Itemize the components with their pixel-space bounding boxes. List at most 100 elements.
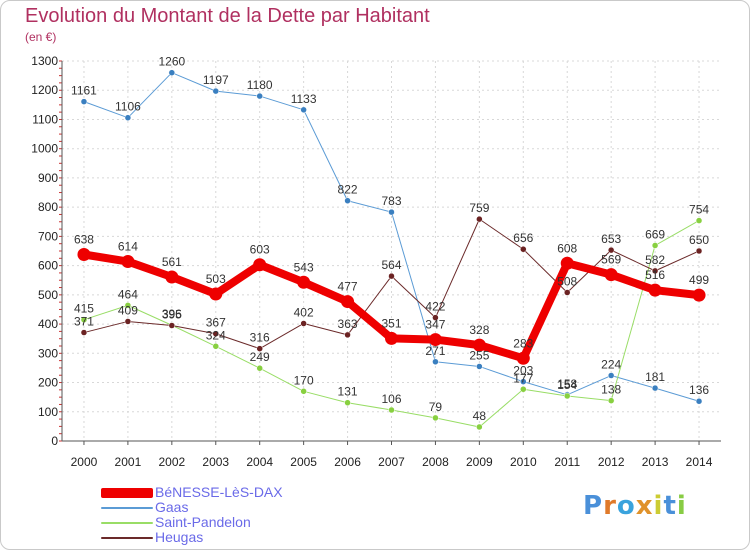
legend-label: Saint-Pandelon bbox=[155, 514, 251, 530]
data-point bbox=[607, 397, 615, 404]
logo-letter: P bbox=[583, 491, 604, 521]
x-tick-label: 2002 bbox=[158, 455, 185, 469]
legend-swatch bbox=[101, 488, 153, 498]
data-point bbox=[563, 392, 571, 400]
data-point bbox=[256, 92, 263, 100]
data-point bbox=[388, 208, 395, 216]
x-tick-label: 2014 bbox=[686, 455, 713, 469]
data-point bbox=[432, 314, 439, 321]
data-point bbox=[300, 320, 307, 327]
x-tick-label: 2001 bbox=[115, 455, 142, 469]
data-label: 503 bbox=[206, 272, 226, 286]
data-label: 396 bbox=[162, 307, 182, 321]
data-label: 603 bbox=[250, 243, 270, 257]
data-label: 477 bbox=[338, 280, 358, 294]
y-tick-label: 100 bbox=[38, 405, 58, 419]
data-point bbox=[168, 69, 176, 76]
y-tick-label: 400 bbox=[38, 317, 58, 331]
data-point bbox=[80, 98, 88, 105]
data-point bbox=[385, 331, 398, 345]
data-point bbox=[695, 397, 703, 405]
data-point bbox=[341, 295, 355, 309]
data-label: 158 bbox=[557, 377, 577, 391]
data-label: 561 bbox=[162, 255, 182, 269]
data-label: 351 bbox=[381, 316, 401, 330]
data-label: 203 bbox=[513, 364, 533, 378]
data-label: 1180 bbox=[247, 78, 273, 92]
data-point bbox=[253, 258, 267, 272]
data-point bbox=[604, 268, 618, 282]
data-point bbox=[80, 329, 88, 336]
data-label: 464 bbox=[118, 287, 138, 301]
data-point bbox=[300, 106, 307, 114]
data-label: 79 bbox=[429, 400, 443, 414]
data-point bbox=[388, 406, 395, 414]
data-label: 638 bbox=[74, 233, 94, 247]
data-label: 106 bbox=[381, 392, 401, 406]
y-tick-label: 0 bbox=[51, 434, 58, 448]
data-label: 1133 bbox=[291, 92, 317, 106]
data-point bbox=[300, 388, 307, 395]
data-label: 653 bbox=[601, 232, 621, 246]
data-label: 569 bbox=[601, 253, 621, 267]
data-point bbox=[472, 338, 486, 352]
data-label: 822 bbox=[338, 183, 358, 197]
data-label: 582 bbox=[645, 253, 665, 267]
data-point bbox=[121, 255, 135, 269]
data-point bbox=[476, 363, 483, 370]
data-point bbox=[476, 215, 483, 223]
data-label: 783 bbox=[381, 194, 401, 208]
data-label: 669 bbox=[645, 227, 665, 241]
data-point bbox=[516, 351, 530, 365]
data-label: 328 bbox=[469, 323, 489, 337]
data-point bbox=[80, 316, 88, 323]
data-label: 499 bbox=[689, 273, 709, 287]
data-point bbox=[209, 287, 223, 301]
chart-subtitle: (en €) bbox=[25, 30, 57, 44]
logo-letter: x bbox=[635, 491, 654, 521]
legend-label: Gaas bbox=[155, 499, 189, 515]
x-tick-label: 2011 bbox=[554, 455, 580, 469]
data-point bbox=[344, 197, 351, 204]
data-label: 1260 bbox=[158, 55, 185, 69]
x-tick-label: 2009 bbox=[466, 455, 493, 469]
data-point bbox=[520, 245, 527, 253]
data-point bbox=[168, 322, 176, 329]
y-tick-label: 200 bbox=[38, 376, 58, 390]
x-tick-label: 2008 bbox=[422, 455, 449, 469]
data-point bbox=[432, 414, 439, 422]
data-label: 415 bbox=[74, 302, 94, 316]
data-label: 316 bbox=[250, 331, 270, 345]
data-point bbox=[432, 358, 439, 366]
data-label: 650 bbox=[689, 233, 709, 247]
data-label: 508 bbox=[557, 275, 577, 289]
data-point bbox=[212, 343, 220, 350]
x-tick-label: 2007 bbox=[378, 455, 405, 469]
data-label: 1161 bbox=[71, 84, 97, 98]
data-point bbox=[212, 87, 220, 95]
data-label: 136 bbox=[689, 383, 709, 397]
data-label: 402 bbox=[294, 305, 314, 319]
data-label: 409 bbox=[118, 303, 138, 317]
logo-letter: o bbox=[616, 491, 636, 521]
data-point bbox=[607, 246, 615, 254]
y-tick-label: 600 bbox=[38, 259, 58, 273]
x-tick-label: 2012 bbox=[598, 455, 625, 469]
data-label: 48 bbox=[473, 409, 487, 423]
data-point bbox=[212, 330, 220, 337]
data-point bbox=[165, 270, 179, 284]
data-label: 754 bbox=[689, 203, 709, 217]
data-point bbox=[388, 272, 395, 280]
data-point bbox=[124, 302, 132, 309]
data-point bbox=[648, 283, 662, 297]
data-point bbox=[124, 114, 132, 121]
data-label: 1106 bbox=[115, 100, 141, 114]
data-point bbox=[256, 364, 263, 372]
data-label: 324 bbox=[206, 328, 226, 342]
y-tick-label: 1300 bbox=[31, 54, 58, 68]
data-point bbox=[428, 333, 442, 347]
x-tick-label: 2005 bbox=[290, 455, 317, 469]
y-tick-label: 300 bbox=[38, 346, 58, 360]
data-label: 608 bbox=[557, 241, 577, 255]
data-point bbox=[695, 247, 703, 255]
